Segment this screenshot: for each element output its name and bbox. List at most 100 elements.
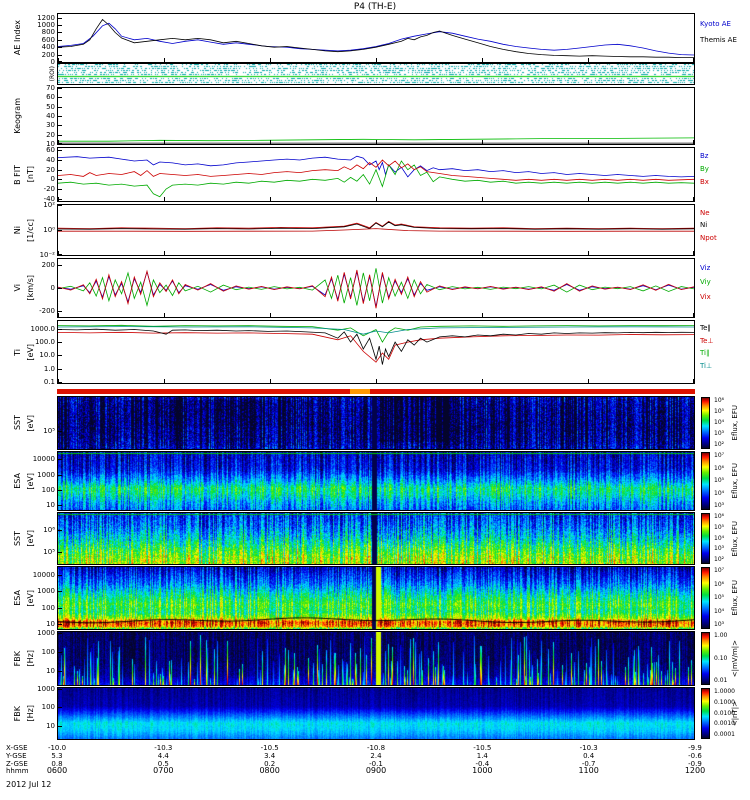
series-Bx — [58, 159, 694, 181]
time-tick-label: 1200 — [684, 766, 706, 775]
y-tick-label: 10 — [46, 501, 55, 510]
series-Themis AE — [58, 18, 694, 58]
panel-left-label: SST — [12, 397, 22, 449]
ephemeris-value: -10.0 — [47, 744, 67, 752]
colorbar-tick-label: 10⁶ — [714, 464, 725, 472]
time-tick — [270, 197, 271, 201]
colorbar-tick-label: 0.0100 — [714, 709, 735, 717]
colorbar-tick-label: 10⁴ — [714, 419, 725, 426]
y-tick — [58, 624, 62, 626]
ephemeris-row-label: Y-GSE — [6, 752, 27, 760]
y-tick — [58, 264, 62, 266]
time-tick — [693, 313, 694, 317]
time-tick — [693, 140, 694, 144]
time-tick — [376, 379, 377, 383]
time-tick — [482, 58, 483, 62]
ephemeris-value: 0.5 — [157, 760, 169, 768]
y-tick — [58, 490, 62, 492]
panel-ion-density: Ni [1/cc] 10² 10⁰ 10⁻² Ne Ni Npot — [13, 201, 717, 259]
y-tick-label: 10⁶ — [43, 526, 55, 535]
ephemeris-value: -0.1 — [369, 760, 383, 768]
y-tick-label: 0 — [50, 58, 55, 66]
y-tick-label: 100.0 — [34, 338, 55, 347]
y-tick — [58, 552, 62, 554]
bfit-line-plot — [58, 155, 694, 198]
time-tick — [58, 379, 59, 383]
colorbar-unit-label: Eflux, EFU — [731, 513, 741, 564]
time-tick-label: 0900 — [365, 766, 387, 775]
colorbar-tick-label: 0.1000 — [714, 698, 735, 706]
ephemeris-value: 0.8 — [51, 760, 63, 768]
time-tick-label: 1100 — [578, 766, 599, 775]
time-tick — [588, 140, 589, 144]
y-tick — [58, 106, 62, 108]
y-tick-label: 0.1 — [43, 377, 55, 386]
y-tick — [58, 311, 62, 313]
y-tick — [58, 205, 62, 206]
y-tick-label: 0 — [50, 175, 55, 184]
ephemeris-value: 5.3 — [51, 752, 63, 760]
y-tick — [58, 342, 62, 344]
colorbar-tick-label: 10⁷ — [714, 452, 725, 459]
y-tick — [58, 25, 62, 27]
y-tick — [58, 116, 62, 117]
y-tick-label: 30 — [46, 121, 55, 130]
legend-label: Ti∥ — [700, 349, 710, 358]
panel-sst-ions: SST [eV] 10⁶ 10⁵ 10⁶ 10⁵ 10⁴ 10³ 10² Eflux, EFU — [13, 512, 739, 565]
colorbar-tick-label: 10³ — [714, 502, 725, 509]
ephemeris-value: -0.9 — [688, 760, 702, 768]
ephemeris-value: -0.4 — [475, 760, 490, 768]
panel-temperature: Ti [eV] 1000.0 100.0 10.0 1.0 0.1 Te∥ Te⊥ Ti∥ Ti⊥ — [13, 320, 714, 386]
colorbar-tick-label: 10⁵ — [714, 523, 725, 531]
y-tick — [58, 505, 62, 507]
legend-label: Ni — [700, 221, 708, 229]
y-tick-label: 10 — [46, 620, 55, 629]
time-tick — [58, 313, 59, 317]
colorbar — [701, 513, 710, 564]
y-tick — [58, 288, 62, 289]
y-tick-label: 10⁻² — [39, 251, 55, 259]
ephemeris-value: -10.8 — [366, 744, 386, 752]
y-tick-label: 1000 — [37, 587, 55, 596]
y-tick — [58, 169, 62, 171]
y-tick — [58, 368, 62, 370]
ephemeris-row-label: X-GSE — [6, 744, 28, 752]
y-tick — [58, 671, 62, 673]
colorbar-tick-label: 10⁶ — [714, 513, 725, 520]
time-tick — [164, 197, 165, 201]
colorbar-tick-label: 10³ — [714, 545, 725, 553]
ephemeris-value: -10.5 — [473, 744, 492, 752]
y-tick — [58, 97, 62, 99]
panel-esa-electrons: ESA [eV] 10000 1000 100 10 10⁷ 10⁶ 10⁵ 10⁴ 10³ Eflu… — [13, 451, 739, 511]
y-tick — [58, 381, 62, 383]
y-tick — [58, 143, 62, 144]
panel-keogram: Keogram 70 60 50 40 30 20 10 — [13, 84, 695, 148]
series-Te∥ — [58, 328, 694, 365]
roi-strip-canvas — [58, 64, 694, 84]
y-tick-label: 1000 — [37, 684, 55, 693]
ephemeris-value: -0.7 — [581, 760, 596, 768]
y-tick — [58, 188, 62, 190]
time-tick-label: 1000 — [472, 766, 493, 775]
time-tick — [482, 197, 483, 201]
time-tick — [376, 313, 377, 317]
ephemeris-value: 2.4 — [370, 752, 382, 760]
ephemeris-value: -0.6 — [688, 752, 702, 760]
series-Viy — [58, 268, 694, 307]
colorbar-tick-label: 0.01 — [714, 677, 728, 684]
panel-left-label: FBK — [12, 632, 22, 685]
y-tick-label: 100 — [41, 603, 55, 612]
colorbar-tick-label: 10⁵ — [714, 477, 725, 484]
series-Ni — [58, 221, 694, 230]
y-tick — [58, 179, 62, 181]
panel-left-label: (ROI) — [47, 64, 57, 84]
time-tick — [588, 379, 589, 383]
time-tick — [270, 58, 271, 62]
panel-esa-ions: ESA [eV] 10000 1000 100 10 10⁷ 10⁶ 10⁵ 10⁴ 10³ Eflu… — [13, 566, 739, 630]
panel-units-label: [eV] — [25, 397, 35, 449]
panel-roi-strip: (ROI) — [49, 63, 695, 85]
y-tick-label: 100 — [41, 703, 55, 712]
y-tick — [58, 707, 62, 709]
panel-left-label: FBK — [12, 688, 22, 739]
roi-bar-segment — [350, 389, 370, 394]
